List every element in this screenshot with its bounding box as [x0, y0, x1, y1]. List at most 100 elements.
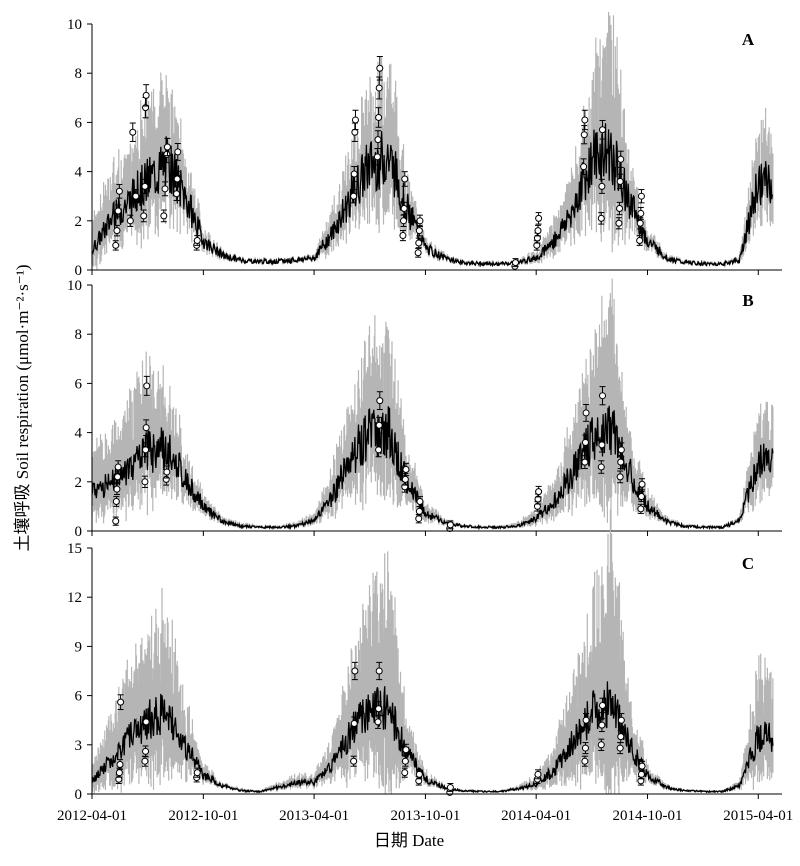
observation-point — [636, 219, 644, 227]
observation-point — [617, 155, 625, 163]
observation-point — [112, 241, 120, 249]
model-line-C — [91, 681, 774, 794]
observation-point — [615, 219, 623, 227]
observation-point — [400, 205, 408, 212]
observation-point — [402, 746, 410, 754]
observation-point — [617, 733, 625, 741]
observation-point — [598, 182, 606, 190]
observation-point — [637, 777, 645, 785]
observation-point — [533, 502, 541, 510]
y-tick-label: 4 — [75, 426, 83, 442]
observation-point — [581, 438, 589, 446]
observation-point — [617, 458, 625, 466]
observation-point — [160, 212, 168, 220]
observation-point — [113, 485, 121, 493]
observation-point — [142, 446, 150, 454]
observation-point — [350, 757, 358, 765]
observation-point — [636, 236, 644, 244]
observation-point — [599, 701, 607, 709]
observation-point — [616, 744, 624, 752]
observation-point — [535, 488, 543, 496]
observation-point — [637, 770, 645, 778]
observation-point — [174, 148, 182, 156]
y-tick-label: 4 — [75, 165, 83, 181]
panel-label: B — [742, 291, 753, 310]
observation-point — [416, 497, 424, 505]
observation-point — [580, 163, 588, 171]
observation-point — [415, 777, 423, 785]
observation-point — [637, 493, 645, 501]
observation-point — [376, 397, 384, 405]
observation-point — [616, 205, 624, 212]
x-tick-label: 2013-10-01 — [390, 808, 460, 824]
observation-point — [376, 64, 384, 72]
observation-point — [375, 113, 383, 121]
x-tick-label: 2012-10-01 — [168, 808, 238, 824]
observation-point — [193, 769, 201, 777]
observation-point — [597, 214, 605, 222]
observation-point — [535, 214, 543, 222]
observation-point — [637, 209, 645, 217]
observation-point — [351, 667, 359, 675]
observation-point — [173, 175, 181, 183]
observation-point — [446, 783, 454, 791]
panel-B: 0 2 4 6 8 10 B — [67, 278, 782, 540]
observation-point — [351, 128, 359, 136]
uncertainty-band-C — [91, 509, 774, 794]
observation-point — [373, 153, 381, 161]
observation-point — [534, 227, 542, 235]
observation-point — [402, 466, 410, 473]
y-tick-label: 8 — [75, 327, 83, 343]
y-tick-label: 2 — [75, 214, 83, 230]
observation-point — [375, 705, 383, 713]
observation-point — [599, 392, 607, 400]
observation-point — [375, 667, 383, 675]
observation-point — [401, 175, 409, 183]
observation-point — [350, 170, 358, 178]
observation-point — [142, 91, 150, 99]
observation-point — [597, 741, 605, 749]
observation-point — [142, 718, 150, 726]
observation-point — [415, 507, 423, 515]
observation-point — [115, 775, 123, 783]
observation-point — [193, 236, 201, 244]
observation-point — [163, 143, 171, 151]
y-tick-label: 6 — [75, 376, 83, 392]
observation-point — [114, 463, 122, 471]
y-tick-label: 6 — [75, 115, 83, 131]
observation-point — [534, 495, 542, 503]
observation-point — [116, 760, 124, 768]
observation-point — [598, 721, 606, 729]
observation-point — [351, 116, 359, 124]
observation-point — [582, 716, 590, 724]
observation-point — [637, 505, 645, 513]
observation-point — [374, 718, 382, 726]
observation-point — [126, 217, 134, 225]
observation-point — [141, 478, 149, 486]
observation-point — [132, 192, 140, 200]
observation-point — [375, 446, 383, 454]
observation-point — [112, 517, 120, 525]
y-tick-label: 0 — [75, 263, 83, 279]
x-tick-label: 2013-04-01 — [279, 808, 349, 824]
model-line-B — [91, 405, 774, 531]
y-tick-label: 10 — [67, 17, 82, 33]
y-tick-label: 2 — [75, 475, 83, 491]
observation-point — [113, 227, 121, 235]
observation-point — [142, 424, 150, 432]
observation-point — [415, 515, 423, 523]
observation-point — [374, 136, 382, 144]
observation-point — [401, 757, 409, 765]
observation-point — [350, 719, 358, 727]
observation-point — [446, 521, 454, 529]
observation-point — [598, 441, 606, 449]
panel-label: C — [742, 554, 754, 573]
observation-point — [114, 207, 122, 215]
x-tick-label: 2014-10-01 — [613, 808, 683, 824]
observation-point — [163, 468, 171, 476]
observation-point — [173, 190, 181, 198]
observation-point — [162, 475, 170, 483]
panel-C: 0 3 6 9 12 15 2012-04-01 2012-10-01 2013-04-01 20… — [57, 509, 793, 824]
observation-point — [375, 84, 383, 92]
